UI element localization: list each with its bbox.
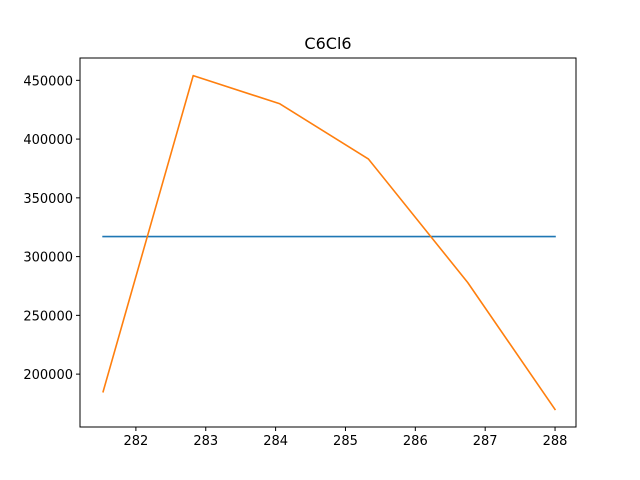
x-tick-label: 288: [543, 434, 568, 449]
y-tick-label: 400000: [23, 133, 73, 148]
y-tick-label: 450000: [23, 74, 73, 89]
x-tick-label: 286: [403, 434, 428, 449]
x-tick-label: 282: [123, 434, 148, 449]
x-tick-label: 283: [193, 434, 218, 449]
y-tick-label: 200000: [23, 368, 73, 383]
chart-title: C6Cl6: [304, 34, 351, 53]
y-tick-label: 250000: [23, 309, 73, 324]
y-tick-label: 300000: [23, 251, 73, 266]
plot-frame: [79, 57, 577, 428]
series-layer: [102, 74, 557, 411]
axes-layer: 282 283 284 285 286 287 288 200000 250000 300000 3…: [23, 74, 567, 449]
series-line-2: [102, 74, 557, 411]
x-tick-label: 285: [333, 434, 358, 449]
y-tick-label: 350000: [23, 192, 73, 207]
x-tick-label: 287: [473, 434, 498, 449]
x-tick-label: 284: [263, 434, 288, 449]
